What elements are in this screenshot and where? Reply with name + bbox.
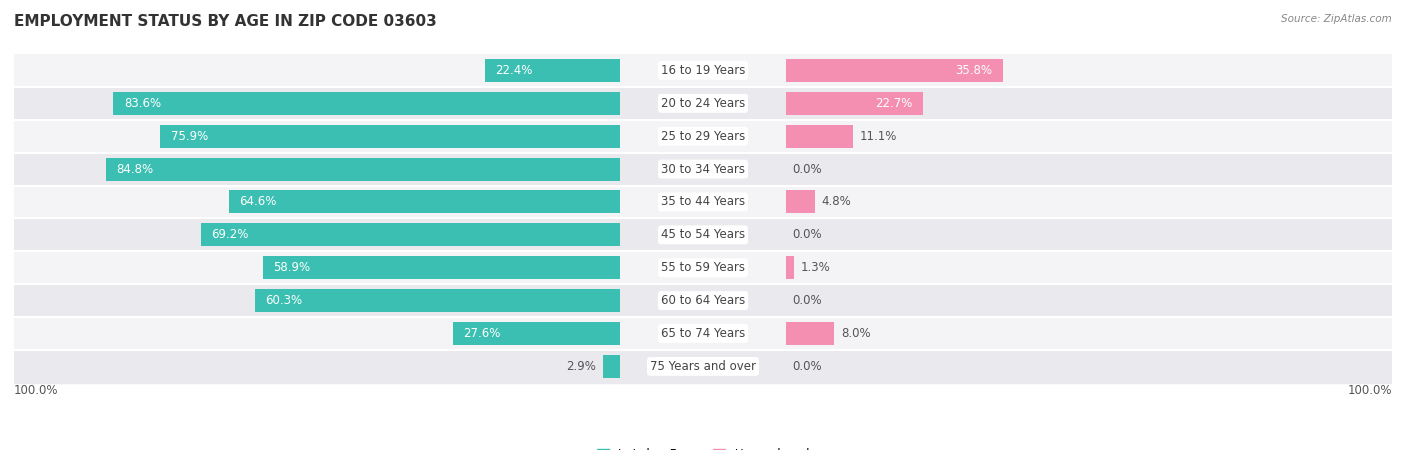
Text: 1.3%: 1.3%	[800, 261, 830, 274]
Text: 30 to 34 Years: 30 to 34 Years	[661, 162, 745, 176]
Bar	[14, 317, 1392, 350]
Text: 45 to 54 Years: 45 to 54 Years	[661, 228, 745, 241]
Text: 58.9%: 58.9%	[274, 261, 311, 274]
Bar	[786, 59, 1002, 82]
Text: 100.0%: 100.0%	[14, 383, 59, 396]
Text: 64.6%: 64.6%	[239, 195, 277, 208]
Text: 25 to 29 Years: 25 to 29 Years	[661, 130, 745, 143]
Bar	[786, 125, 853, 148]
Text: 84.8%: 84.8%	[117, 162, 153, 176]
Text: 75 Years and over: 75 Years and over	[650, 360, 756, 373]
Text: 60 to 64 Years: 60 to 64 Years	[661, 294, 745, 307]
Bar	[786, 322, 834, 345]
Text: 55 to 59 Years: 55 to 59 Years	[661, 261, 745, 274]
Text: 22.4%: 22.4%	[495, 64, 533, 77]
Bar	[786, 92, 924, 115]
Text: 16 to 19 Years: 16 to 19 Years	[661, 64, 745, 77]
Bar	[485, 59, 620, 82]
Text: Source: ZipAtlas.com: Source: ZipAtlas.com	[1281, 14, 1392, 23]
Bar	[263, 256, 620, 279]
Bar	[14, 54, 1392, 87]
Text: 2.9%: 2.9%	[567, 360, 596, 373]
Text: EMPLOYMENT STATUS BY AGE IN ZIP CODE 03603: EMPLOYMENT STATUS BY AGE IN ZIP CODE 036…	[14, 14, 437, 28]
Bar	[14, 153, 1392, 185]
Text: 75.9%: 75.9%	[170, 130, 208, 143]
Text: 0.0%: 0.0%	[793, 294, 823, 307]
Text: 0.0%: 0.0%	[793, 162, 823, 176]
Text: 20 to 24 Years: 20 to 24 Years	[661, 97, 745, 110]
Text: 60.3%: 60.3%	[266, 294, 302, 307]
Bar	[114, 92, 620, 115]
Text: 22.7%: 22.7%	[876, 97, 912, 110]
Text: 8.0%: 8.0%	[841, 327, 870, 340]
Text: 0.0%: 0.0%	[793, 360, 823, 373]
Bar	[14, 284, 1392, 317]
Text: 35.8%: 35.8%	[956, 64, 993, 77]
Bar	[786, 190, 814, 213]
Bar	[254, 289, 620, 312]
Text: 27.6%: 27.6%	[464, 327, 501, 340]
Bar	[160, 125, 620, 148]
Bar	[229, 190, 620, 213]
Bar	[201, 223, 620, 247]
Bar	[603, 355, 620, 378]
Text: 4.8%: 4.8%	[821, 195, 852, 208]
Bar	[453, 322, 620, 345]
Text: 69.2%: 69.2%	[211, 228, 249, 241]
Bar	[107, 158, 620, 180]
Text: 65 to 74 Years: 65 to 74 Years	[661, 327, 745, 340]
Text: 0.0%: 0.0%	[793, 228, 823, 241]
Text: 83.6%: 83.6%	[124, 97, 160, 110]
Bar	[786, 256, 793, 279]
Text: 35 to 44 Years: 35 to 44 Years	[661, 195, 745, 208]
Bar	[14, 218, 1392, 251]
Bar	[14, 120, 1392, 153]
Text: 100.0%: 100.0%	[1347, 383, 1392, 396]
Legend: In Labor Force, Unemployed: In Labor Force, Unemployed	[592, 443, 814, 450]
Bar	[14, 350, 1392, 383]
Bar	[14, 87, 1392, 120]
Text: 11.1%: 11.1%	[860, 130, 897, 143]
Bar	[14, 251, 1392, 284]
Bar	[14, 185, 1392, 218]
